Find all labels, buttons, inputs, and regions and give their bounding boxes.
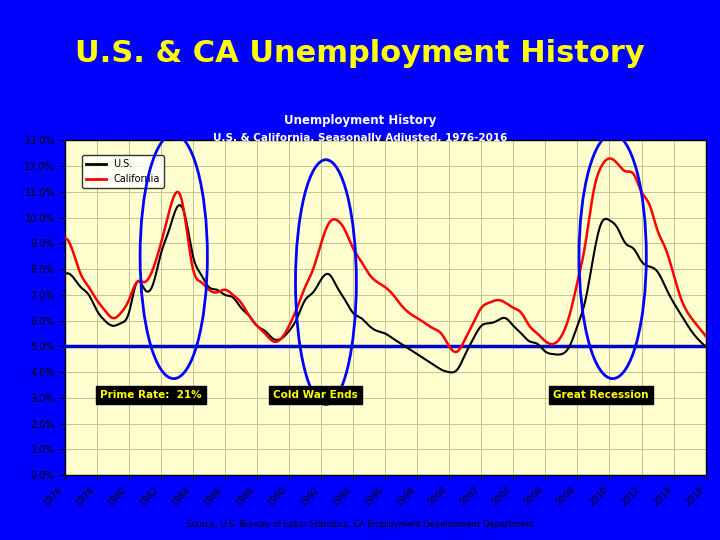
U.S. (384, 332, 392, 339)
California (291, 308, 300, 315)
California (701, 333, 710, 339)
Text: Cold War Ends: Cold War Ends (273, 390, 358, 400)
Text: U.S. & CA Unemployment History: U.S. & CA Unemployment History (75, 39, 645, 69)
U.S. (533, 341, 541, 347)
Text: Prime Rate:  21%: Prime Rate: 21% (100, 390, 202, 400)
U.S. (413, 351, 421, 357)
California (451, 349, 460, 355)
Legend: U.S., California: U.S., California (83, 156, 164, 188)
U.S. (293, 315, 302, 321)
U.S. (144, 288, 153, 295)
California (605, 155, 613, 161)
California (60, 235, 69, 241)
California (471, 316, 480, 323)
California (411, 314, 420, 320)
Text: Source: U.S. Bureau of Labor Statistics, CA Employment Development Department: Source: U.S. Bureau of Labor Statistics,… (186, 520, 534, 529)
Text: Unemployment History: Unemployment History (284, 114, 436, 127)
U.S. (176, 202, 184, 208)
U.S. (60, 271, 69, 278)
Line: U.S.: U.S. (65, 205, 706, 373)
Line: California: California (65, 158, 706, 352)
California (144, 276, 153, 282)
Text: Great Recession: Great Recession (554, 390, 649, 400)
California (382, 285, 391, 292)
Text: U.S. & California, Seasonally Adjusted, 1976-2016: U.S. & California, Seasonally Adjusted, … (213, 133, 507, 143)
U.S. (446, 369, 455, 376)
California (531, 329, 540, 335)
U.S. (472, 329, 481, 336)
U.S. (701, 343, 710, 350)
